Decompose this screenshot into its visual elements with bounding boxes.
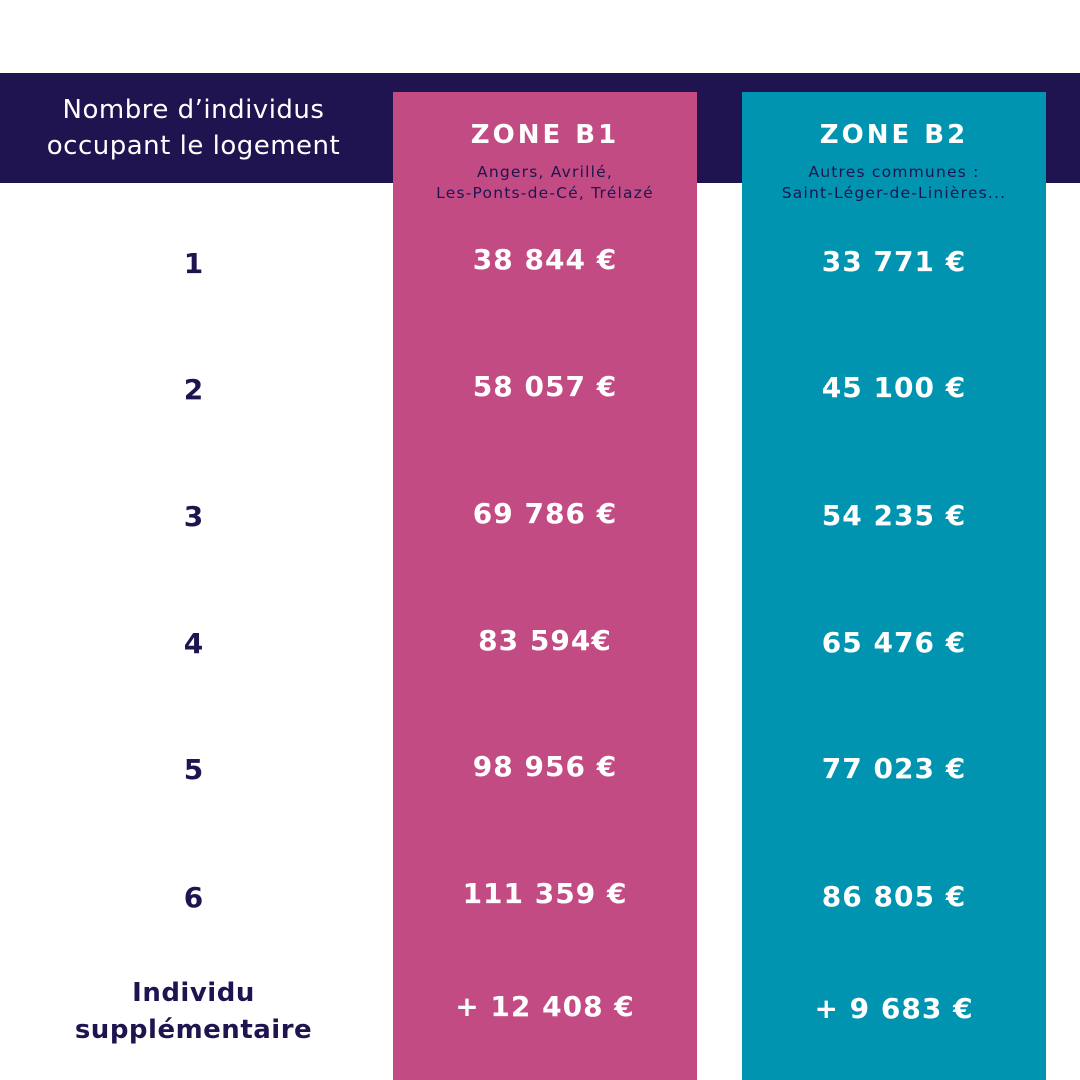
zone-b1-value-6: 111 359 € (462, 877, 628, 910)
occupants-row-extra: Individu supplémentaire (74, 978, 313, 1045)
zone-b2-value-2: 45 100 € (821, 371, 967, 404)
zone-b1-value-3: 69 786 € (472, 497, 618, 530)
occupants-row-5: 5 (183, 753, 204, 786)
zone-b2-value-4: 65 476 € (821, 626, 967, 659)
zone-b1-column: ZONE B1 Angers, Avrillé, Les-Ponts-de-Cé… (393, 92, 697, 1080)
occupants-row-2: 2 (183, 373, 204, 406)
zone-b2-value-1: 33 771 € (821, 245, 967, 278)
zone-b2-value-3: 54 235 € (821, 499, 967, 532)
zone-b1-value-2: 58 057 € (472, 370, 618, 403)
zone-b2-value-extra: + 9 683 € (814, 992, 974, 1025)
zone-b1-value-extra: + 12 408 € (455, 990, 635, 1023)
zone-b2-value-5: 77 023 € (821, 752, 967, 785)
zone-b2-subtitle: Autres communes : Saint-Léger-de-Linière… (781, 163, 1007, 202)
zone-b1-value-1: 38 844 € (472, 243, 618, 276)
occupants-row-4: 4 (183, 627, 204, 660)
zone-b2-value-6: 86 805 € (821, 880, 967, 913)
zone-b2-title: ZONE B2 (819, 120, 969, 150)
zone-b1-value-4: 83 594€ (478, 624, 612, 657)
zone-b1-title: ZONE B1 (470, 120, 620, 150)
zone-b1-value-5: 98 956 € (472, 750, 618, 783)
occupants-row-1: 1 (183, 247, 204, 280)
occupants-column-header: Nombre d’individus occupant le logement (46, 95, 341, 161)
zone-b2-column: ZONE B2 Autres communes : Saint-Léger-de… (742, 92, 1046, 1080)
occupants-row-3: 3 (183, 500, 204, 533)
occupants-row-6: 6 (183, 881, 204, 914)
zone-b1-subtitle: Angers, Avrillé, Les-Ponts-de-Cé, Trélaz… (436, 163, 654, 202)
